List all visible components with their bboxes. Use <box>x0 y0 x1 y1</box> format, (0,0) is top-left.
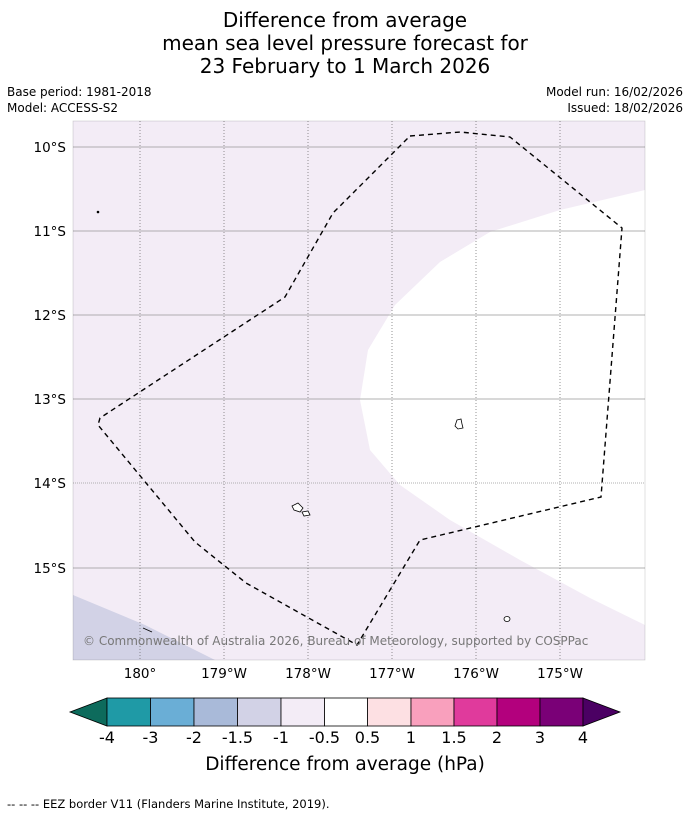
copyright-text: © Commonwealth of Australia 2026, Bureau… <box>83 634 588 648</box>
lat-label: 15°S <box>34 561 67 577</box>
colorbar-title: Difference from average (hPa) <box>205 754 485 775</box>
colorbar-tick-label: -3 <box>143 728 159 747</box>
colorbar-cell <box>496 697 541 727</box>
island-futuna <box>291 502 304 513</box>
colorbar-tick-label: 0.5 <box>355 728 380 747</box>
colorbar-cell <box>280 697 325 727</box>
lat-label: 13°S <box>34 392 67 408</box>
island-dot <box>96 210 100 214</box>
island-wallis <box>454 418 464 430</box>
anomaly-field-neutral <box>360 121 645 660</box>
colorbar-tick-label: 1.5 <box>441 728 466 747</box>
colorbar-tick-labels: -4 -3 -2 -1.5 -1 -0.5 0.5 1 1.5 2 3 4 <box>99 728 588 747</box>
colorbar-cell <box>324 697 368 727</box>
islands <box>96 210 511 633</box>
eez-footnote: -- -- -- EEZ border V11 (Flanders Marine… <box>7 797 330 811</box>
lon-label: 178°W <box>285 666 331 682</box>
lon-label: 180° <box>124 666 157 682</box>
colorbar-tick-label: 2 <box>492 728 502 747</box>
colorbar-cell <box>367 697 412 727</box>
colorbar-tick-label: -4 <box>99 728 115 747</box>
colorbar-cell <box>539 697 584 727</box>
colorbar-cell <box>106 697 151 727</box>
island-shore-sw <box>142 627 153 633</box>
graticule <box>73 121 645 660</box>
lat-label: 14°S <box>34 476 67 492</box>
map-frame <box>72 120 646 661</box>
latitude-labels: 10°S 11°S 12°S 13°S 14°S 15°S <box>34 140 67 577</box>
title-line-3: 23 February to 1 March 2026 <box>199 54 491 78</box>
island-alofi <box>301 510 311 517</box>
colorbar-tick-label: -1 <box>273 728 289 747</box>
colorbar-extend-max <box>582 697 622 727</box>
colorbar-cell <box>193 697 238 727</box>
lon-label: 175°W <box>537 666 583 682</box>
colorbar-extend-min <box>68 697 108 727</box>
model-name: Model: ACCESS-S2 <box>7 101 119 115</box>
lat-label: 12°S <box>34 308 67 324</box>
map-panel: © Commonwealth of Australia 2026, Bureau… <box>73 121 645 660</box>
colorbar-tick-label: 1 <box>406 728 416 747</box>
eez-border <box>97 131 623 646</box>
title-line-1: Difference from average <box>222 8 468 32</box>
model-run: Model run: 16/02/2026 <box>545 85 683 99</box>
issued-date: Issued: 18/02/2026 <box>567 101 683 115</box>
lon-label: 177°W <box>369 666 415 682</box>
lat-label: 10°S <box>34 140 67 156</box>
lon-label: 179°W <box>201 666 247 682</box>
colorbar-cell <box>150 697 195 727</box>
colorbar <box>68 697 622 727</box>
colorbar-tick-label: -0.5 <box>309 728 340 747</box>
colorbar-cell <box>453 697 498 727</box>
longitude-labels: 180° 179°W 178°W 177°W 176°W 175°W <box>124 666 583 682</box>
colorbar-tick-label: 3 <box>535 728 545 747</box>
colorbar-cell <box>237 697 282 727</box>
base-period: Base period: 1981-2018 <box>7 85 152 99</box>
anomaly-field-minus-1 <box>73 595 215 660</box>
colorbar-tick-label: -1.5 <box>222 728 253 747</box>
colorbar-tick-label: -2 <box>186 728 202 747</box>
island-reef <box>503 616 511 622</box>
colorbar-tick-label: 4 <box>578 728 588 747</box>
title-line-2: mean sea level pressure forecast for <box>162 31 528 55</box>
lat-label: 11°S <box>34 224 67 240</box>
colorbar-cell <box>410 697 455 727</box>
lon-label: 176°W <box>453 666 499 682</box>
